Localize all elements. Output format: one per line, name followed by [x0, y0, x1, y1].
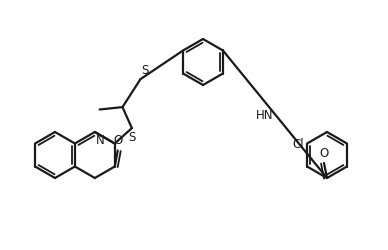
Text: S: S — [128, 131, 135, 144]
Text: N: N — [96, 134, 105, 147]
Text: O: O — [319, 147, 329, 160]
Text: Cl: Cl — [293, 138, 304, 151]
Text: O: O — [113, 134, 122, 147]
Text: S: S — [142, 64, 149, 77]
Text: HN: HN — [255, 109, 273, 122]
